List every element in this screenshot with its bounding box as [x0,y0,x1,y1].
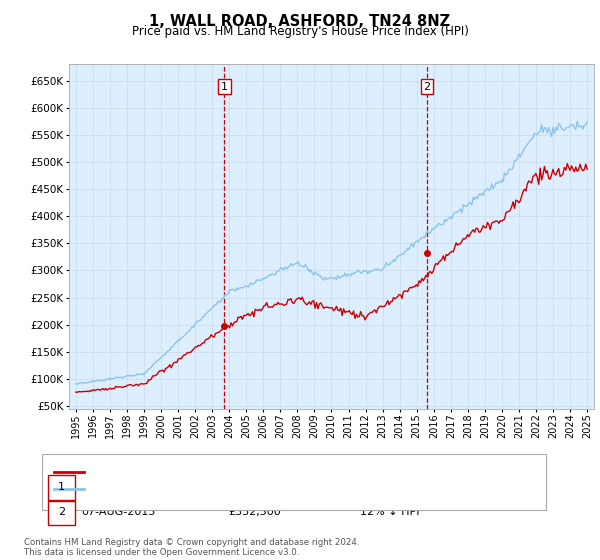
Text: Contains HM Land Registry data © Crown copyright and database right 2024.
This d: Contains HM Land Registry data © Crown c… [24,538,359,557]
Text: 19-SEP-2003: 19-SEP-2003 [81,482,152,492]
Text: 12% ↓ HPI: 12% ↓ HPI [360,507,419,517]
Text: 2: 2 [424,82,431,91]
Text: 07-AUG-2015: 07-AUG-2015 [81,507,155,517]
Text: 1, WALL ROAD, ASHFORD, TN24 8NZ (detached house): 1, WALL ROAD, ASHFORD, TN24 8NZ (detache… [89,467,375,477]
Text: 1: 1 [221,82,228,91]
Text: HPI: Average price, detached house, Ashford: HPI: Average price, detached house, Ashf… [89,484,322,494]
Text: 2: 2 [58,507,65,517]
Text: £197,000: £197,000 [228,482,281,492]
Text: 24% ↓ HPI: 24% ↓ HPI [360,482,419,492]
Text: Price paid vs. HM Land Registry's House Price Index (HPI): Price paid vs. HM Land Registry's House … [131,25,469,38]
Text: 1, WALL ROAD, ASHFORD, TN24 8NZ: 1, WALL ROAD, ASHFORD, TN24 8NZ [149,14,451,29]
Text: £332,500: £332,500 [228,507,281,517]
Text: 1: 1 [58,482,65,492]
